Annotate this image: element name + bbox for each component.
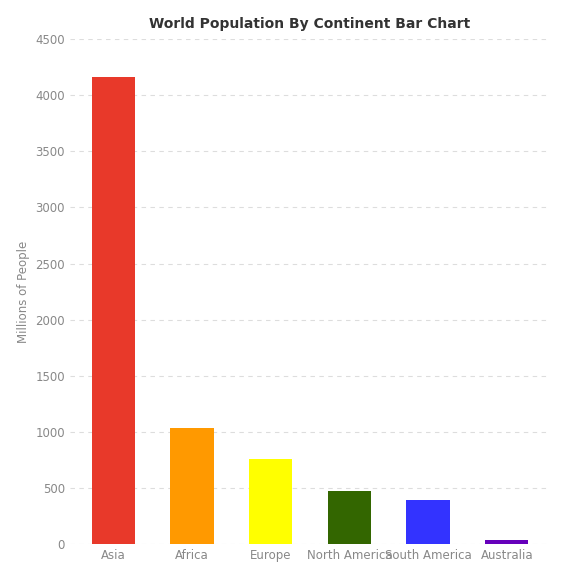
Y-axis label: Millions of People: Millions of People bbox=[16, 240, 29, 343]
Bar bbox=[170, 428, 214, 544]
Bar bbox=[407, 500, 450, 544]
Title: World Population By Continent Bar Chart: World Population By Continent Bar Chart bbox=[149, 17, 471, 31]
Bar bbox=[91, 76, 135, 544]
Bar bbox=[485, 540, 528, 544]
Bar bbox=[328, 491, 371, 544]
Bar bbox=[249, 459, 293, 544]
